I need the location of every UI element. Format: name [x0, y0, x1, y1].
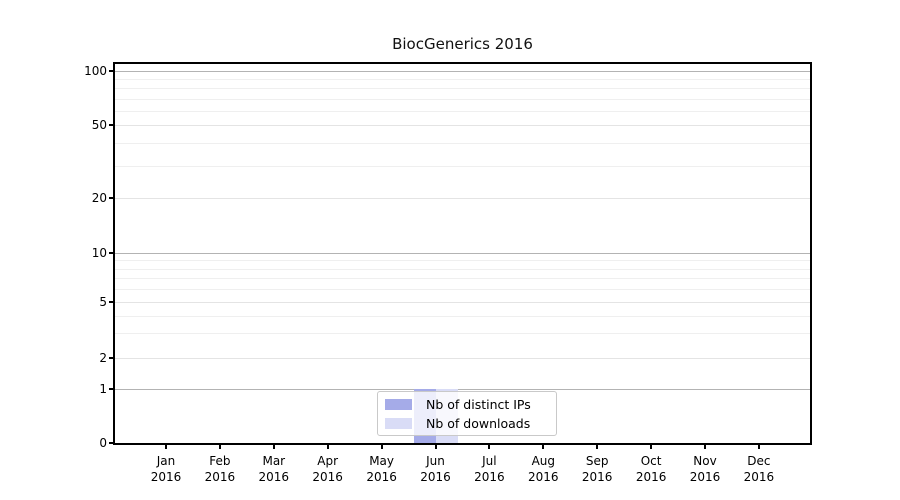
- year-line: 2016: [204, 470, 236, 484]
- y-axis-tick: [109, 301, 113, 303]
- month-line: Nov: [693, 454, 717, 468]
- gridline-minor: [115, 165, 810, 167]
- chart-title: BiocGenerics 2016: [392, 35, 533, 53]
- x-axis-tick: [218, 445, 221, 449]
- gridline-minor: [115, 98, 810, 100]
- month-line: Oct: [640, 454, 662, 468]
- x-axis-tick-label: Oct 2016: [619, 453, 683, 485]
- year-line: 2016: [635, 470, 667, 484]
- y-axis-tick-label: 50: [91, 118, 107, 132]
- x-axis-tick: [272, 445, 275, 449]
- gridline-minor: [115, 88, 810, 90]
- y-axis-tick: [109, 124, 113, 126]
- gridline-major: [115, 253, 810, 254]
- x-axis-tick-label: Apr 2016: [296, 453, 360, 485]
- legend-row: Nb of downloads: [385, 414, 549, 433]
- year-line: 2016: [366, 470, 397, 484]
- x-axis-tick: [542, 445, 545, 449]
- year-line: 2016: [150, 470, 182, 484]
- y-axis-tick: [109, 388, 113, 390]
- year-line: 2016: [312, 470, 343, 484]
- y-axis-tick: [109, 442, 113, 444]
- y-axis-tick-label: 1: [99, 382, 107, 396]
- month-line: Jun: [426, 454, 445, 468]
- gridline-minor: [115, 315, 810, 317]
- x-axis-tick-label: Jul 2016: [457, 453, 521, 485]
- month-line: Aug: [531, 454, 556, 468]
- legend-label: Nb of downloads: [426, 415, 531, 431]
- gridline-major: [115, 125, 810, 126]
- x-axis-tick-label: Aug 2016: [511, 453, 575, 485]
- gridline-minor: [115, 278, 810, 280]
- x-axis-tick: [326, 445, 329, 449]
- gridline-minor: [115, 260, 810, 262]
- legend: Nb of distinct IPs Nb of downloads: [377, 391, 557, 436]
- month-line: Mar: [262, 454, 286, 468]
- x-axis-tick-label: Nov 2016: [673, 453, 737, 485]
- x-axis-tick-label: Dec 2016: [727, 453, 791, 485]
- gridline-minor: [115, 79, 810, 81]
- month-line: May: [369, 454, 394, 468]
- y-axis-tick: [109, 357, 113, 359]
- x-axis-tick: [380, 445, 383, 449]
- month-line: Jul: [482, 454, 497, 468]
- gridline-minor: [115, 142, 810, 144]
- legend-label: Nb of distinct IPs: [426, 396, 531, 412]
- y-axis-tick: [109, 197, 113, 199]
- x-axis-tick-label: Sep 2016: [565, 453, 629, 485]
- year-line: 2016: [258, 470, 290, 484]
- x-axis-tick-label: Feb 2016: [188, 453, 252, 485]
- gridline-major: [115, 389, 810, 390]
- year-line: 2016: [474, 470, 505, 484]
- x-axis-tick: [488, 445, 491, 449]
- year-line: 2016: [420, 470, 451, 484]
- legend-row: Nb of distinct IPs: [385, 395, 549, 414]
- plot-area: BiocGenerics 2016 Nb of distinct IPs Nb o…: [84, 35, 812, 484]
- x-axis-tick: [704, 445, 706, 449]
- gridline-major: [115, 71, 810, 72]
- gridline-minor: [115, 289, 810, 291]
- y-axis-tick-label: 5: [99, 295, 107, 309]
- x-axis-tick: [650, 445, 653, 449]
- x-axis-tick-label: May 2016: [350, 453, 414, 485]
- y-axis-tick-label: 2: [99, 351, 107, 365]
- x-axis-tick: [596, 445, 599, 449]
- month-line: Feb: [209, 454, 231, 468]
- y-axis-tick-label: 100: [84, 64, 107, 78]
- year-line: 2016: [743, 470, 775, 484]
- x-axis-tick: [165, 445, 167, 449]
- gridline-minor: [115, 333, 810, 335]
- y-axis-tick-label: 20: [91, 191, 107, 205]
- month-line: Apr: [317, 454, 339, 468]
- month-line: Dec: [747, 454, 771, 468]
- legend-swatch: [385, 417, 412, 429]
- gridline-major: [115, 302, 810, 303]
- y-axis-tick: [109, 70, 113, 72]
- gridline-major: [115, 358, 810, 359]
- x-axis-tick: [434, 445, 437, 449]
- legend-swatch: [385, 398, 412, 410]
- year-line: 2016: [581, 470, 613, 484]
- y-axis-tick-label: 10: [91, 246, 107, 260]
- x-axis-tick-label: Jan 2016: [134, 453, 198, 485]
- y-axis-tick-label: 0: [99, 436, 107, 450]
- x-axis-tick: [757, 445, 760, 449]
- gridline-minor: [115, 268, 810, 270]
- x-axis-tick-label: Mar 2016: [242, 453, 306, 485]
- year-line: 2016: [528, 470, 559, 484]
- month-line: Sep: [585, 454, 609, 468]
- month-line: Jan: [156, 454, 176, 468]
- y-axis-tick: [109, 252, 113, 254]
- gridline-major: [115, 198, 810, 199]
- gridline-minor: [115, 110, 810, 112]
- x-axis-tick-label: Jun 2016: [404, 453, 468, 485]
- year-line: 2016: [689, 470, 721, 484]
